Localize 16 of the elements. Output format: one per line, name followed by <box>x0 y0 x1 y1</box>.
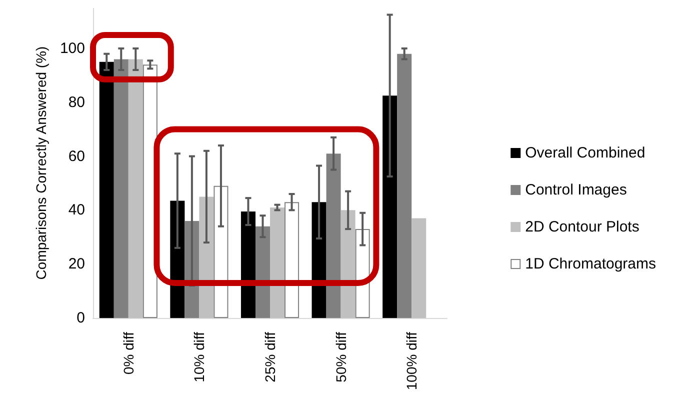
y-axis-title: Comparisons Correctly Answered (%) <box>33 46 49 280</box>
legend-label: Overall Combined <box>525 144 646 162</box>
y-tick-label: 0 <box>76 310 85 326</box>
y-tick-label: 60 <box>68 148 85 165</box>
y-tick-label: 100 <box>60 40 85 57</box>
x-tick-label: 25% diff <box>262 332 278 382</box>
legend-label: 1D Chromatograms <box>525 256 656 272</box>
legend-label: 2D Contour Plots <box>525 218 640 236</box>
x-tick-label: 10% diff <box>191 332 208 382</box>
x-tick-label: 0% diff <box>120 332 136 375</box>
x-tick-label: 100% diff <box>404 332 420 390</box>
y-tick-label: 40 <box>68 202 85 219</box>
y-tick-label: 20 <box>68 256 85 273</box>
y-tick-label: 80 <box>68 94 85 111</box>
legend-label: Control Images <box>525 182 627 198</box>
x-tick-label: 50% diff <box>332 332 349 382</box>
